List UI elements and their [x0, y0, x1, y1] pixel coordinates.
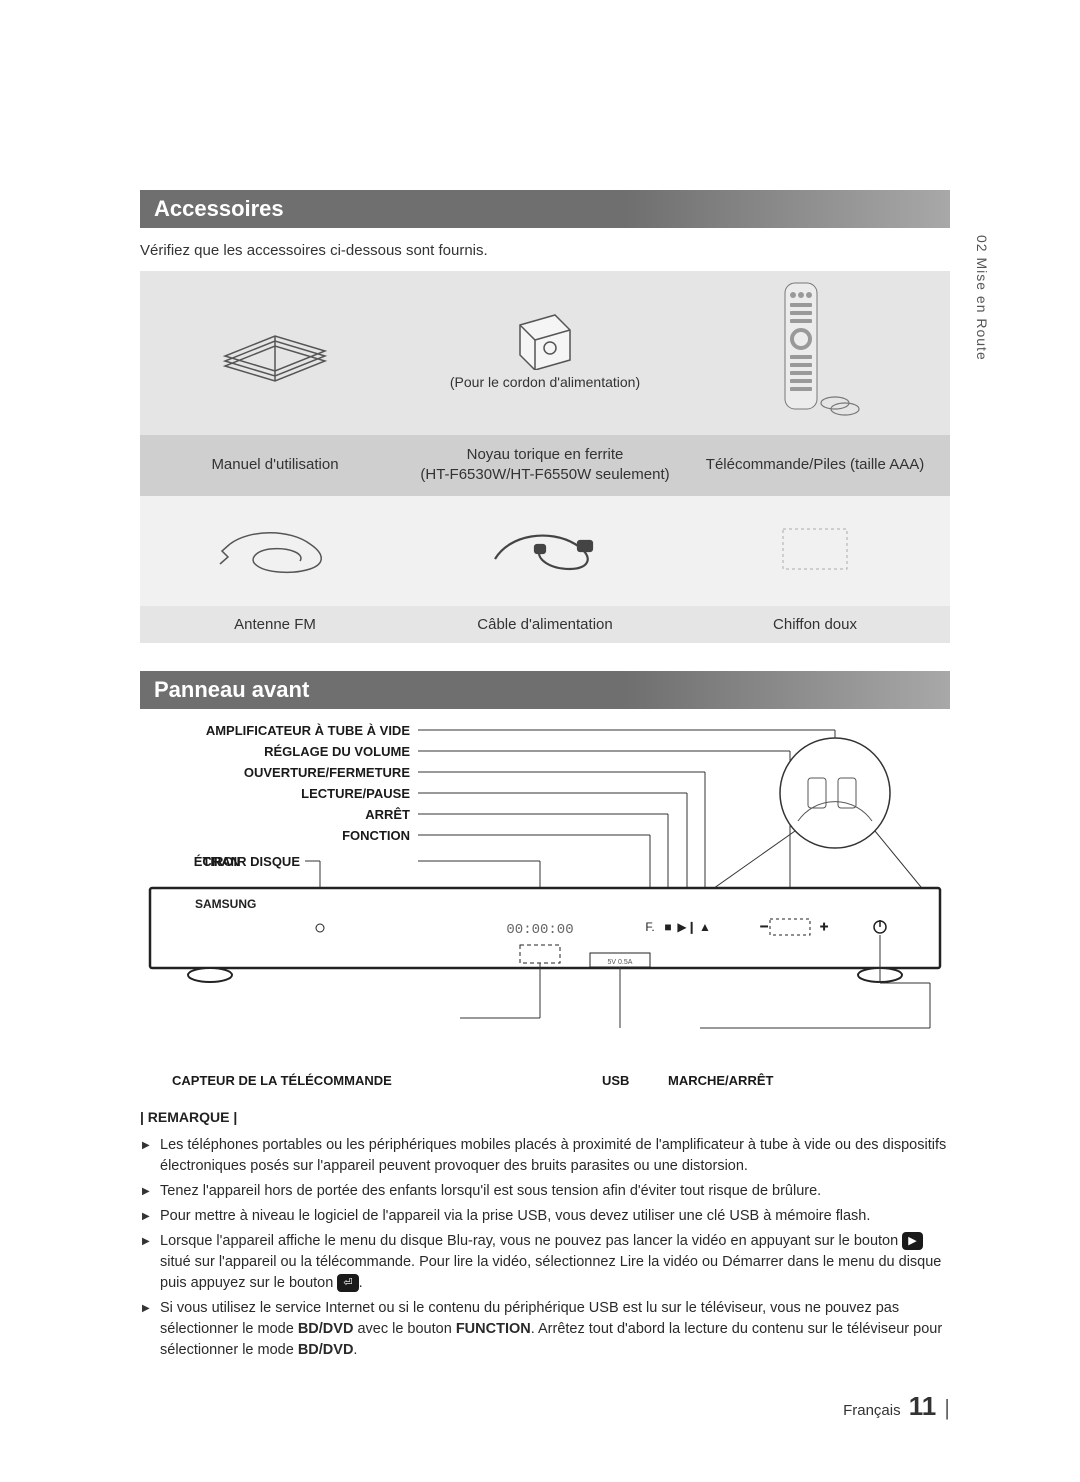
remarque-list: Les téléphones portables ou les périphér…	[140, 1135, 950, 1361]
accessoires-intro: Vérifiez que les accessoires ci-dessous …	[140, 242, 950, 259]
svg-text:−: −	[760, 918, 768, 934]
acc-ferrite-label: Noyau torique en ferrite (HT-F6530W/HT-F…	[410, 435, 680, 496]
note4-c: .	[359, 1275, 363, 1291]
cloth-icon	[775, 521, 855, 576]
svg-text:▲: ▲	[699, 920, 711, 934]
acc-power-img	[410, 496, 680, 606]
label-usb: USB	[602, 1073, 629, 1088]
label-remote-sensor: CAPTEUR DE LA TÉLÉCOMMANDE	[172, 1073, 392, 1088]
note-2: Tenez l'appareil hors de portée des enfa…	[142, 1181, 950, 1202]
note5-func: FUNCTION	[456, 1321, 531, 1337]
acc-remote-label: Télécommande/Piles (taille AAA)	[680, 435, 950, 496]
acc-cloth-label: Chiffon doux	[680, 606, 950, 643]
callout-stop: ARRÊT	[140, 807, 410, 822]
footer-page: 11	[909, 1391, 937, 1421]
svg-text:F.: F.	[645, 920, 654, 934]
acc-antenna-img	[140, 496, 410, 606]
panneau-bottom-labels: CAPTEUR DE LA TÉLÉCOMMANDE USB MARCHE/AR…	[140, 1073, 950, 1095]
remote-icon	[770, 281, 860, 421]
acc-manual-label: Manuel d'utilisation	[140, 435, 410, 496]
note5-b: avec le bouton	[353, 1321, 455, 1337]
callout-ecran: ÉCRAN	[140, 854, 240, 869]
section-header-panneau: Panneau avant	[140, 671, 950, 709]
front-panel-diagram: AMPLIFICATEUR À TUBE À VIDE RÉGLAGE DU V…	[140, 723, 950, 1053]
page-footer: Français 11|	[140, 1391, 950, 1422]
note-4: Lorsque l'appareil affiche le menu du di…	[142, 1231, 950, 1294]
callout-ampli: AMPLIFICATEUR À TUBE À VIDE	[140, 723, 410, 738]
play-icon: ▶	[902, 1232, 922, 1250]
acc-power-label: Câble d'alimentation	[410, 606, 680, 643]
svg-text:+: +	[820, 918, 828, 934]
callout-volume: RÉGLAGE DU VOLUME	[140, 744, 410, 759]
ferrite-line2: (HT-F6530W/HT-F6550W seulement)	[420, 466, 669, 483]
device-display-text: 00:00:00	[506, 922, 573, 938]
note5-d: .	[353, 1342, 357, 1358]
note-5: Si vous utilisez le service Internet ou …	[142, 1298, 950, 1361]
remarque-heading: | REMARQUE |	[140, 1109, 950, 1125]
svg-text:■: ■	[664, 920, 671, 934]
svg-text:5V 0.5A: 5V 0.5A	[608, 959, 633, 966]
acc-antenna-label: Antenne FM	[140, 606, 410, 643]
note4-b: situé sur l'appareil ou la télécommande.…	[160, 1254, 941, 1291]
device-brand-text: SAMSUNG	[195, 897, 256, 911]
callout-function: FONCTION	[140, 828, 410, 843]
ferrite-line1: Noyau torique en ferrite	[467, 446, 624, 463]
enter-icon: ⏎	[337, 1274, 358, 1292]
note4-a: Lorsque l'appareil affiche le menu du di…	[160, 1233, 902, 1249]
section-header-accessoires: Accessoires	[140, 190, 950, 228]
callout-playpause: LECTURE/PAUSE	[140, 786, 410, 801]
note-1: Les téléphones portables ou les périphér…	[142, 1135, 950, 1177]
manual-icon	[215, 306, 335, 396]
callout-openclose: OUVERTURE/FERMETURE	[140, 765, 410, 780]
ferrite-icon	[510, 310, 580, 370]
acc-remote-img	[680, 271, 950, 435]
svg-text:▶❙: ▶❙	[677, 920, 696, 934]
acc-ferrite-img: (Pour le cordon d'alimentation)	[410, 271, 680, 435]
label-power: MARCHE/ARRÊT	[668, 1073, 773, 1088]
side-tab: 02 Mise en Route	[974, 235, 990, 361]
antenna-icon	[210, 519, 340, 579]
acc-cloth-img	[680, 496, 950, 606]
ferrite-subcaption: (Pour le cordon d'alimentation)	[418, 374, 672, 390]
accessories-table: (Pour le cordon d'alimentation)	[140, 271, 950, 643]
power-cable-icon	[480, 519, 610, 579]
note5-bd1: BD/DVD	[298, 1321, 354, 1337]
note5-bd2: BD/DVD	[298, 1342, 354, 1358]
note-3: Pour mettre à niveau le logiciel de l'ap…	[142, 1206, 950, 1227]
acc-manual-img	[140, 271, 410, 435]
footer-lang: Français	[843, 1402, 901, 1419]
